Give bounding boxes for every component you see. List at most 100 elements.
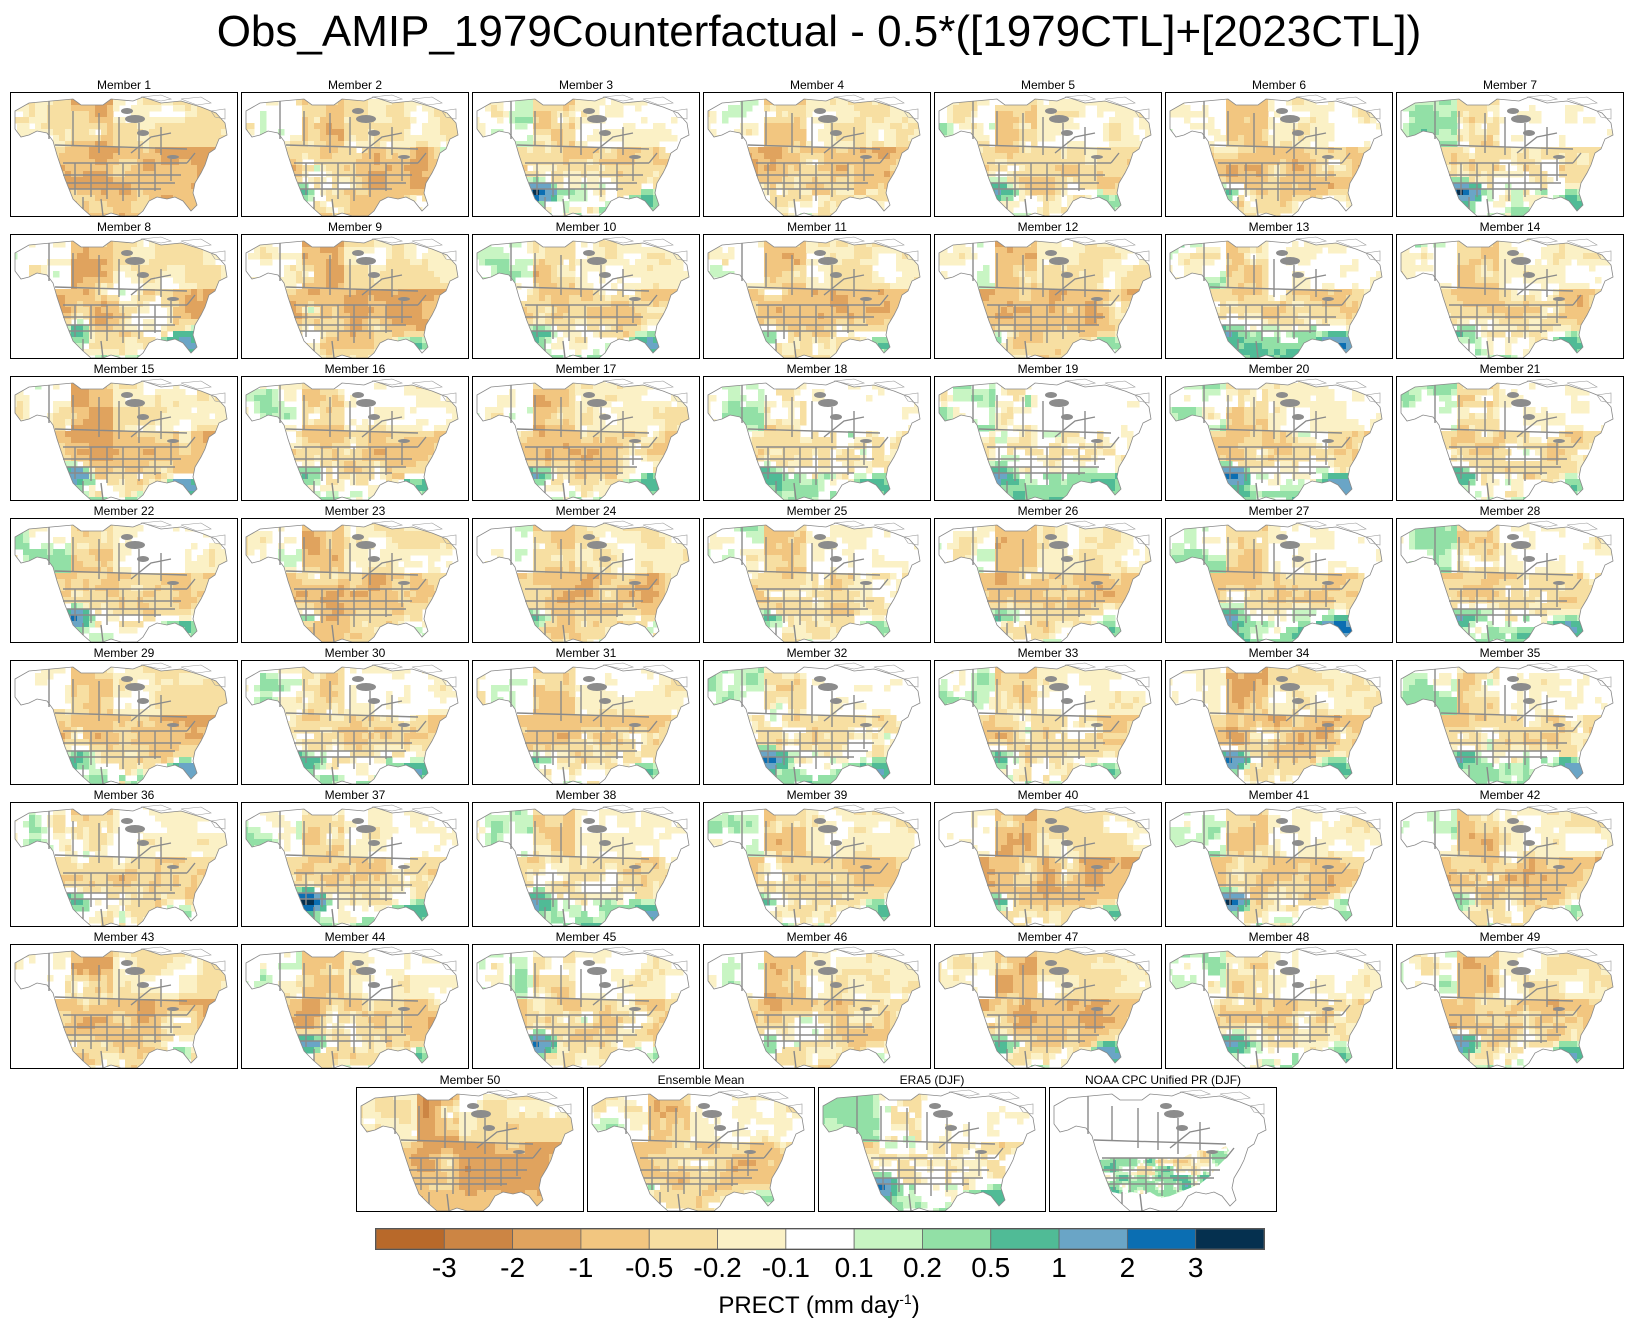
panel-title: Member 26 <box>934 504 1162 518</box>
precip-anomaly-map <box>242 661 468 784</box>
lake <box>818 683 838 691</box>
map-frame <box>1165 234 1393 359</box>
precip-anomaly-map <box>935 803 1161 926</box>
lake <box>830 130 842 136</box>
precip-anomaly-map <box>1397 235 1623 358</box>
panel-title: Member 44 <box>241 930 469 944</box>
map-frame <box>703 376 931 501</box>
lake <box>587 967 607 975</box>
colorbar-segment <box>513 1229 581 1249</box>
lake <box>1091 723 1103 727</box>
lake <box>1164 1110 1184 1118</box>
lake <box>629 723 641 727</box>
panel-title: Member 16 <box>241 362 469 376</box>
map-frame <box>10 944 238 1069</box>
map-panel: Member 8 <box>10 220 238 360</box>
precip-anomaly-map <box>242 803 468 926</box>
figure-title: Obs_AMIP_1979Counterfactual - 0.5*([1979… <box>0 6 1638 58</box>
panel-title: Member 13 <box>1165 220 1393 234</box>
panel-title: Member 8 <box>10 220 238 234</box>
map-panel: Member 48 <box>1165 930 1393 1070</box>
precip-anomaly-map <box>242 93 468 216</box>
map-frame <box>10 660 238 785</box>
lake <box>629 439 641 443</box>
map-panel: Member 11 <box>703 220 931 360</box>
lake <box>1507 960 1519 966</box>
map-frame <box>472 802 700 927</box>
precip-anomaly-map <box>704 945 930 1068</box>
precip-anomaly-map <box>473 661 699 784</box>
map-panel: Member 26 <box>934 504 1162 644</box>
lake <box>1511 825 1531 833</box>
panel-title: Member 45 <box>472 930 700 944</box>
lake <box>137 982 149 988</box>
colorbar-segment <box>649 1229 717 1249</box>
lake <box>121 818 133 824</box>
lake <box>1507 534 1519 540</box>
lake <box>830 698 842 704</box>
lake <box>1523 130 1535 136</box>
lake <box>1511 257 1531 265</box>
lake <box>583 108 595 114</box>
map-frame <box>1049 1087 1277 1212</box>
precip-anomaly-map <box>1166 377 1392 500</box>
lake <box>1280 257 1300 265</box>
colorbar-segment <box>786 1229 854 1249</box>
lake <box>398 439 410 443</box>
map-panel: Member 14 <box>1396 220 1624 360</box>
lake <box>583 676 595 682</box>
precip-anomaly-map <box>935 519 1161 642</box>
lake <box>1061 982 1073 988</box>
lake <box>818 825 838 833</box>
map-panel: Ensemble Mean <box>587 1073 815 1213</box>
lake <box>137 840 149 846</box>
map-panel: Member 29 <box>10 646 238 786</box>
panel-title: Member 37 <box>241 788 469 802</box>
lake <box>1511 967 1531 975</box>
map-panel: Member 42 <box>1396 788 1624 928</box>
precip-anomaly-map <box>1397 945 1623 1068</box>
lake <box>1553 297 1565 301</box>
lake <box>368 130 380 136</box>
map-frame <box>703 92 931 217</box>
map-frame <box>1165 92 1393 217</box>
precip-anomaly-map <box>588 1088 814 1211</box>
lake <box>929 1103 941 1109</box>
lake <box>1045 960 1057 966</box>
precip-anomaly-map <box>11 235 237 358</box>
precip-anomaly-map <box>935 945 1161 1068</box>
panel-title: Member 31 <box>472 646 700 660</box>
precip-anomaly-map <box>1397 803 1623 926</box>
map-panel: Member 12 <box>934 220 1162 360</box>
precip-anomaly-map <box>704 519 930 642</box>
lake <box>356 115 376 123</box>
lake <box>1280 399 1300 407</box>
map-panel: Member 49 <box>1396 930 1624 1070</box>
lake <box>587 683 607 691</box>
lake <box>830 982 842 988</box>
map-frame <box>934 92 1162 217</box>
map-panel: Member 43 <box>10 930 238 1070</box>
panel-title: Member 24 <box>472 504 700 518</box>
lake <box>1045 534 1057 540</box>
precip-anomaly-map <box>704 235 930 358</box>
map-panel: Member 16 <box>241 362 469 502</box>
panel-title: Member 48 <box>1165 930 1393 944</box>
map-frame <box>934 660 1162 785</box>
panel-title: Member 35 <box>1396 646 1624 660</box>
lake <box>1091 439 1103 443</box>
lake <box>698 1103 710 1109</box>
map-panel: ERA5 (DJF) <box>818 1073 1046 1213</box>
precip-anomaly-map <box>242 377 468 500</box>
lake <box>356 967 376 975</box>
colorbar-segment <box>1196 1229 1264 1249</box>
lake <box>125 825 145 833</box>
lake <box>1045 676 1057 682</box>
precip-anomaly-map <box>473 803 699 926</box>
panel-title: Member 21 <box>1396 362 1624 376</box>
panel-title: Member 50 <box>356 1073 584 1087</box>
lake <box>975 1150 987 1154</box>
lake <box>1091 865 1103 869</box>
lake <box>121 534 133 540</box>
lake <box>1507 108 1519 114</box>
